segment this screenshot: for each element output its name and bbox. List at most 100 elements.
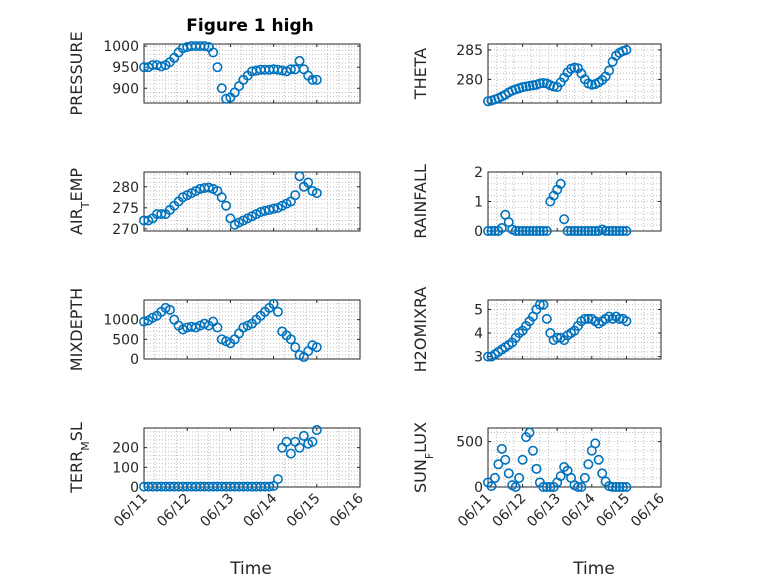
x-tick-label: 06/11 [111,491,151,531]
data-point [493,459,504,470]
y-tick-label: 900 [112,81,139,97]
data-point [586,79,597,90]
data-point [510,481,521,492]
y-tick-label: 0 [474,480,483,496]
data-point [593,454,604,465]
data-point [527,445,538,456]
data-point [199,41,210,52]
data-point [614,481,625,492]
data-point [524,427,535,438]
data-point [517,454,528,465]
y-tick-label: 950 [112,60,139,76]
data-point [617,226,628,237]
axes-frame [143,43,361,104]
data-point [311,424,322,435]
data-point [614,313,625,324]
x-axis-label-right: Time [572,559,615,579]
data-point [583,226,594,237]
data-point [294,55,305,66]
y-tick-label: 280 [456,72,483,88]
data-point [579,226,590,237]
y-tick-label: 2 [474,165,483,181]
y-tick-label: 0 [130,480,139,496]
data-point [607,481,618,492]
data-point [614,226,625,237]
subplot-mixdepth: 0 500 1000 MIXDEPTH [67,288,361,371]
data-point [555,471,566,482]
data-point [521,81,532,92]
data-point [590,438,601,449]
data-point [583,459,594,470]
data-point [583,313,594,324]
data-point [527,226,538,237]
data-point [524,80,535,91]
y-axis-label: MIXDEPTH [67,288,86,371]
y-tick-label: 200 [112,441,139,457]
data-point [531,463,542,474]
data-point [285,334,296,345]
data-point [311,342,322,353]
data-point [489,472,500,483]
axes-frame [487,299,662,360]
data-point [521,226,532,237]
y-tick-label: 4 [474,326,483,342]
y-tick-label: 1000 [103,39,139,55]
data-point [221,93,232,104]
data-point [514,472,525,483]
data-point [268,203,279,214]
data-point [607,226,618,237]
data-point [221,200,232,211]
data-point [307,436,318,447]
data-point [311,188,322,199]
data-point [307,74,318,85]
data-point [268,481,279,492]
data-point [212,322,223,333]
data-point [496,223,507,234]
data-point [294,171,305,182]
data-point [294,442,305,453]
data-point [569,226,580,237]
y-axis-label: AIRTEMP [67,168,92,235]
data-point [590,226,601,237]
x-axis-label-left: Time [229,559,272,579]
subplot-terr-msl: 0 100 200 06/11 06/12 06/13 06/14 06/15 06/16 TER… [67,422,367,530]
subplot-rainfall: 0 1 2 RAINFALL [411,164,662,240]
data-point [531,226,542,237]
y-tick-label: 270 [112,222,139,238]
data-point [586,226,597,237]
x-tick-label: 06/16 [628,490,668,530]
data-point [156,209,167,220]
data-point [164,304,175,315]
x-tick-label: 06/12 [154,491,194,531]
y-tick-label: 500 [112,332,139,348]
data-point [514,226,525,237]
data-point [503,468,514,479]
data-point [621,316,632,327]
data-point [621,226,632,237]
data-point [597,468,608,479]
x-tick-label: 06/15 [284,491,324,531]
y-axis-label: THETA [411,48,430,100]
data-point [566,226,577,237]
subplot-theta: 280 285 THETA [411,43,662,107]
data-point [517,226,528,237]
y-tick-label: 280 [112,180,139,196]
subplot-h2omixra: 3 4 5 H2OMIXRA [411,287,662,372]
data-point [534,226,545,237]
y-tick-label: 500 [456,435,483,451]
data-point [541,481,552,492]
x-tick-label: 06/13 [524,491,564,531]
data-point [156,61,167,72]
data-point [272,474,283,485]
data-point [545,481,556,492]
y-tick-label: 0 [130,352,139,368]
y-axis-label: TERRMSL [67,422,92,494]
data-point [285,64,296,75]
data-point [139,316,150,327]
data-point [486,481,497,492]
x-tick-label: 06/15 [593,491,633,531]
data-point [517,82,528,93]
